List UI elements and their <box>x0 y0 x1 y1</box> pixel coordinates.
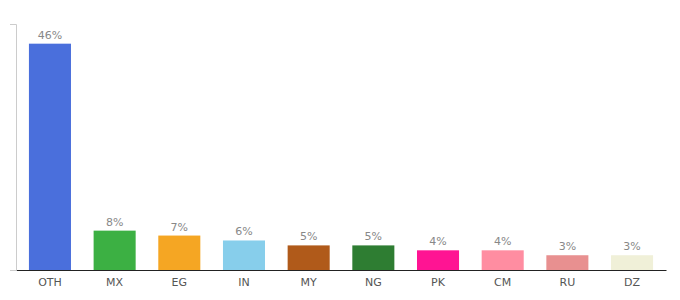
y-axis <box>10 25 17 271</box>
data-label: 46% <box>38 29 62 42</box>
chart-container: OTH MX EG IN MY NG PK CM RU DZ 46% 8% 7% 6% 5% 5% 4% 4% 3%… <box>0 0 680 300</box>
x-tick-label: MY <box>301 276 317 289</box>
x-tick: MX <box>106 270 123 289</box>
x-tick-label: NG <box>365 276 382 289</box>
x-tick: PK <box>431 270 446 289</box>
x-tick: OTH <box>38 270 62 289</box>
data-label: 7% <box>171 221 188 234</box>
x-tick-label: PK <box>431 276 446 289</box>
x-tick: EG <box>172 270 187 289</box>
x-tick-label: EG <box>172 276 187 289</box>
bar <box>29 44 71 270</box>
x-tick-label: IN <box>238 276 249 289</box>
bar <box>546 255 588 270</box>
x-tick-label: OTH <box>38 276 62 289</box>
x-tick-label: DZ <box>624 276 640 289</box>
x-tick-label: RU <box>560 276 576 289</box>
data-label: 5% <box>300 230 317 243</box>
x-axis: OTH MX EG IN MY NG PK CM RU DZ <box>17 270 667 289</box>
bar <box>482 250 524 270</box>
x-tick: RU <box>560 270 576 289</box>
data-label: 8% <box>106 216 123 229</box>
x-tick: MY <box>301 270 317 289</box>
data-label: 4% <box>494 235 511 248</box>
chart: OTH MX EG IN MY NG PK CM RU DZ 46% 8% 7% 6% 5% 5% 4% 4% 3%… <box>0 0 680 300</box>
x-axis-line <box>17 270 667 271</box>
bar <box>223 240 265 270</box>
bar <box>611 255 653 270</box>
data-label: 3% <box>559 240 576 253</box>
x-tick-label: CM <box>494 276 511 289</box>
x-tick: CM <box>494 270 511 289</box>
x-tick-label: MX <box>106 276 123 289</box>
data-label: 6% <box>235 225 252 238</box>
bar <box>417 250 459 270</box>
bar <box>352 245 394 270</box>
x-tick: DZ <box>624 270 640 289</box>
bar <box>158 236 200 270</box>
bar <box>94 231 136 270</box>
plot: OTH MX EG IN MY NG PK CM RU DZ 46% 8% 7% 6% 5% 5% 4% 4% 3%… <box>10 25 667 289</box>
bar <box>288 245 330 270</box>
data-label: 4% <box>429 235 446 248</box>
bars <box>29 44 653 270</box>
data-label: 5% <box>365 230 382 243</box>
x-tick: IN <box>238 270 249 289</box>
x-tick: NG <box>365 270 382 289</box>
y-axis-line <box>10 25 17 271</box>
data-label: 3% <box>623 240 640 253</box>
data-labels: 46% 8% 7% 6% 5% 5% 4% 4% 3% 3% <box>38 29 641 254</box>
